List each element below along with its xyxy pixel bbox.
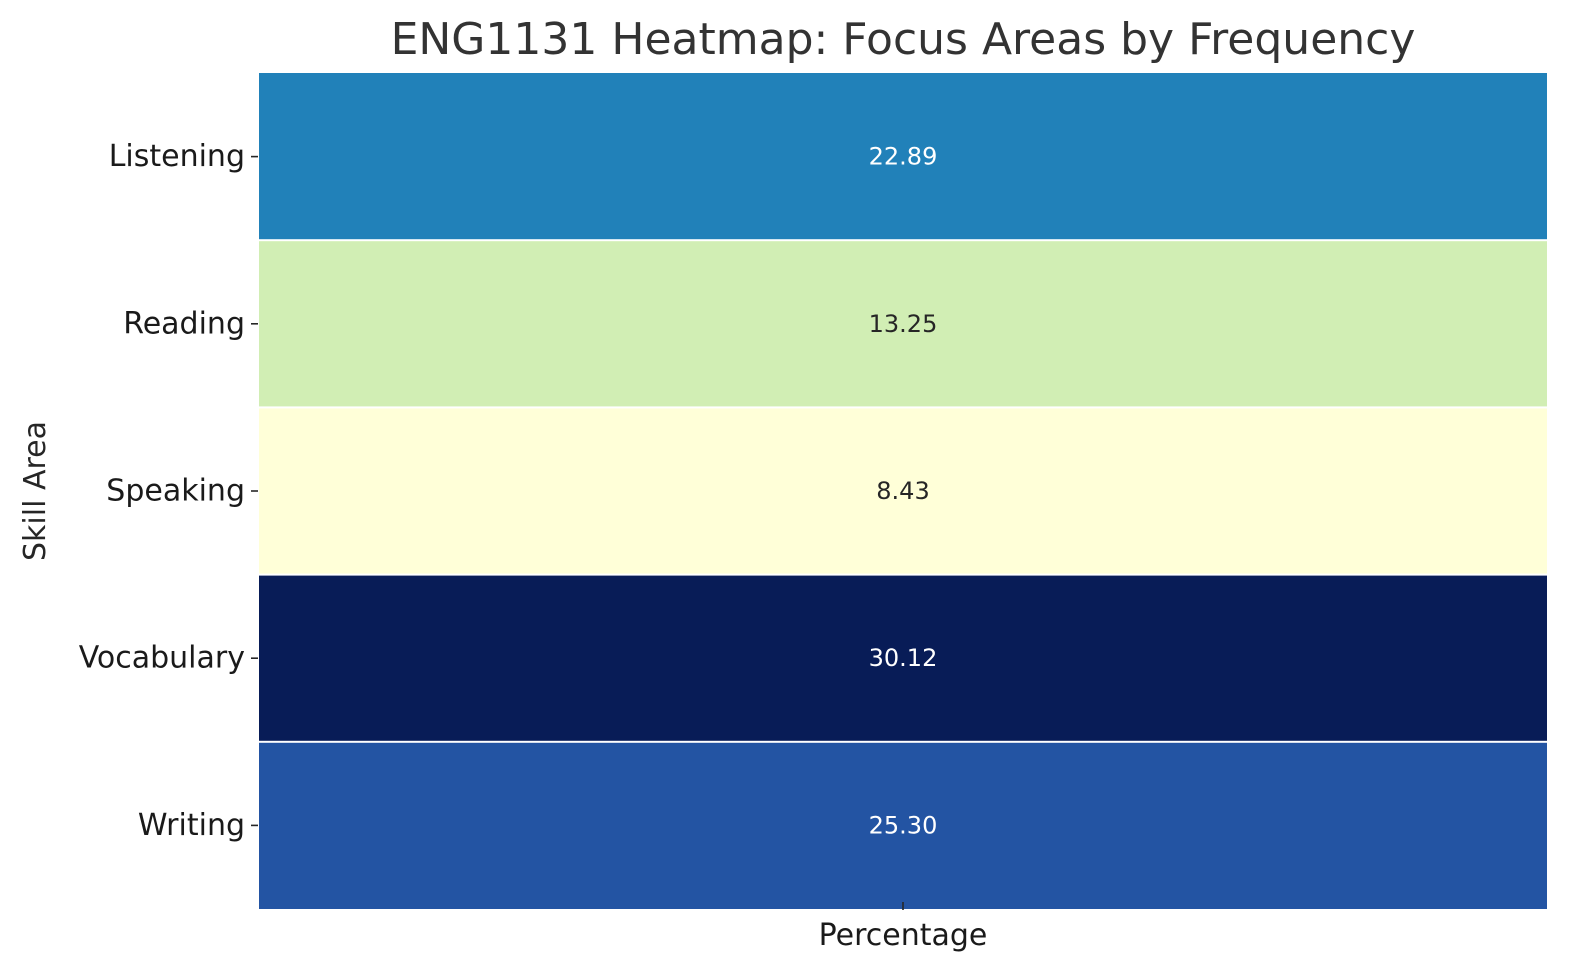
chart-title: ENG1131 Heatmap: Focus Areas by Frequenc… xyxy=(391,14,1416,65)
cell-value-label: 8.43 xyxy=(876,477,929,505)
y-tick-label-speaking: Speaking xyxy=(106,474,245,509)
x-tick-label-percentage: Percentage xyxy=(819,918,988,953)
y-tick-label-listening: Listening xyxy=(109,139,245,174)
cell-value-label: 30.12 xyxy=(869,644,938,672)
heatmap-cells: 22.89 13.25 8.43 30.12 25.30 xyxy=(259,73,1547,909)
heatmap-cell-listening xyxy=(259,73,1547,240)
cell-value-label: 25.30 xyxy=(869,811,938,839)
y-axis-ticks: Listening Reading Speaking Vocabulary Writin… xyxy=(79,139,258,843)
heatmap-cell-speaking xyxy=(259,408,1547,574)
y-tick-label-vocabulary: Vocabulary xyxy=(79,641,245,676)
heatmap-cell-writing xyxy=(259,742,1547,909)
cell-value-label: 13.25 xyxy=(869,310,938,338)
y-tick-label-reading: Reading xyxy=(123,306,245,341)
y-axis-label: Skill Area xyxy=(18,421,53,561)
cell-value-label: 22.89 xyxy=(869,143,938,171)
heatmap-cell-reading xyxy=(259,241,1547,407)
heatmap-cell-vocabulary xyxy=(259,575,1547,741)
y-tick-label-writing: Writing xyxy=(138,808,245,843)
x-axis-ticks: Percentage xyxy=(819,902,988,953)
